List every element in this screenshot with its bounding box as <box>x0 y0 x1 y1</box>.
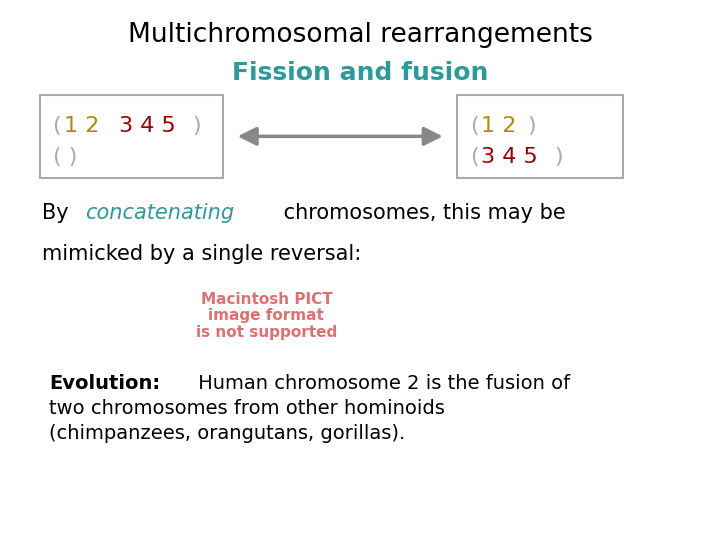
Text: Multichromosomal rearrangements: Multichromosomal rearrangements <box>127 22 593 48</box>
Text: ): ) <box>554 147 563 167</box>
Text: Fission and fusion: Fission and fusion <box>232 61 488 85</box>
Text: ): ) <box>192 116 200 136</box>
Text: By: By <box>42 203 75 224</box>
Text: image format: image format <box>209 308 324 323</box>
Text: 3 4 5: 3 4 5 <box>119 116 175 136</box>
Text: 1 2: 1 2 <box>63 116 106 136</box>
Text: is not supported: is not supported <box>196 325 337 340</box>
Text: ( ): ( ) <box>53 147 77 167</box>
Text: (: ( <box>470 116 479 136</box>
Text: Evolution:: Evolution: <box>49 374 160 393</box>
Text: mimicked by a single reversal:: mimicked by a single reversal: <box>42 244 361 264</box>
Bar <box>457 94 623 178</box>
Text: (: ( <box>53 116 61 136</box>
Text: (: ( <box>470 147 479 167</box>
Text: (chimpanzees, orangutans, gorillas).: (chimpanzees, orangutans, gorillas). <box>49 424 405 443</box>
Text: Human chromosome 2 is the fusion of: Human chromosome 2 is the fusion of <box>192 374 570 393</box>
Text: ): ) <box>527 116 536 136</box>
Bar <box>40 94 223 178</box>
Text: 3 4 5: 3 4 5 <box>481 147 538 167</box>
Text: Macintosh PICT: Macintosh PICT <box>201 292 332 307</box>
Text: chromosomes, this may be: chromosomes, this may be <box>277 203 566 224</box>
Text: two chromosomes from other hominoids: two chromosomes from other hominoids <box>49 399 445 418</box>
Text: concatenating: concatenating <box>85 203 234 224</box>
Text: 1 2: 1 2 <box>481 116 517 136</box>
